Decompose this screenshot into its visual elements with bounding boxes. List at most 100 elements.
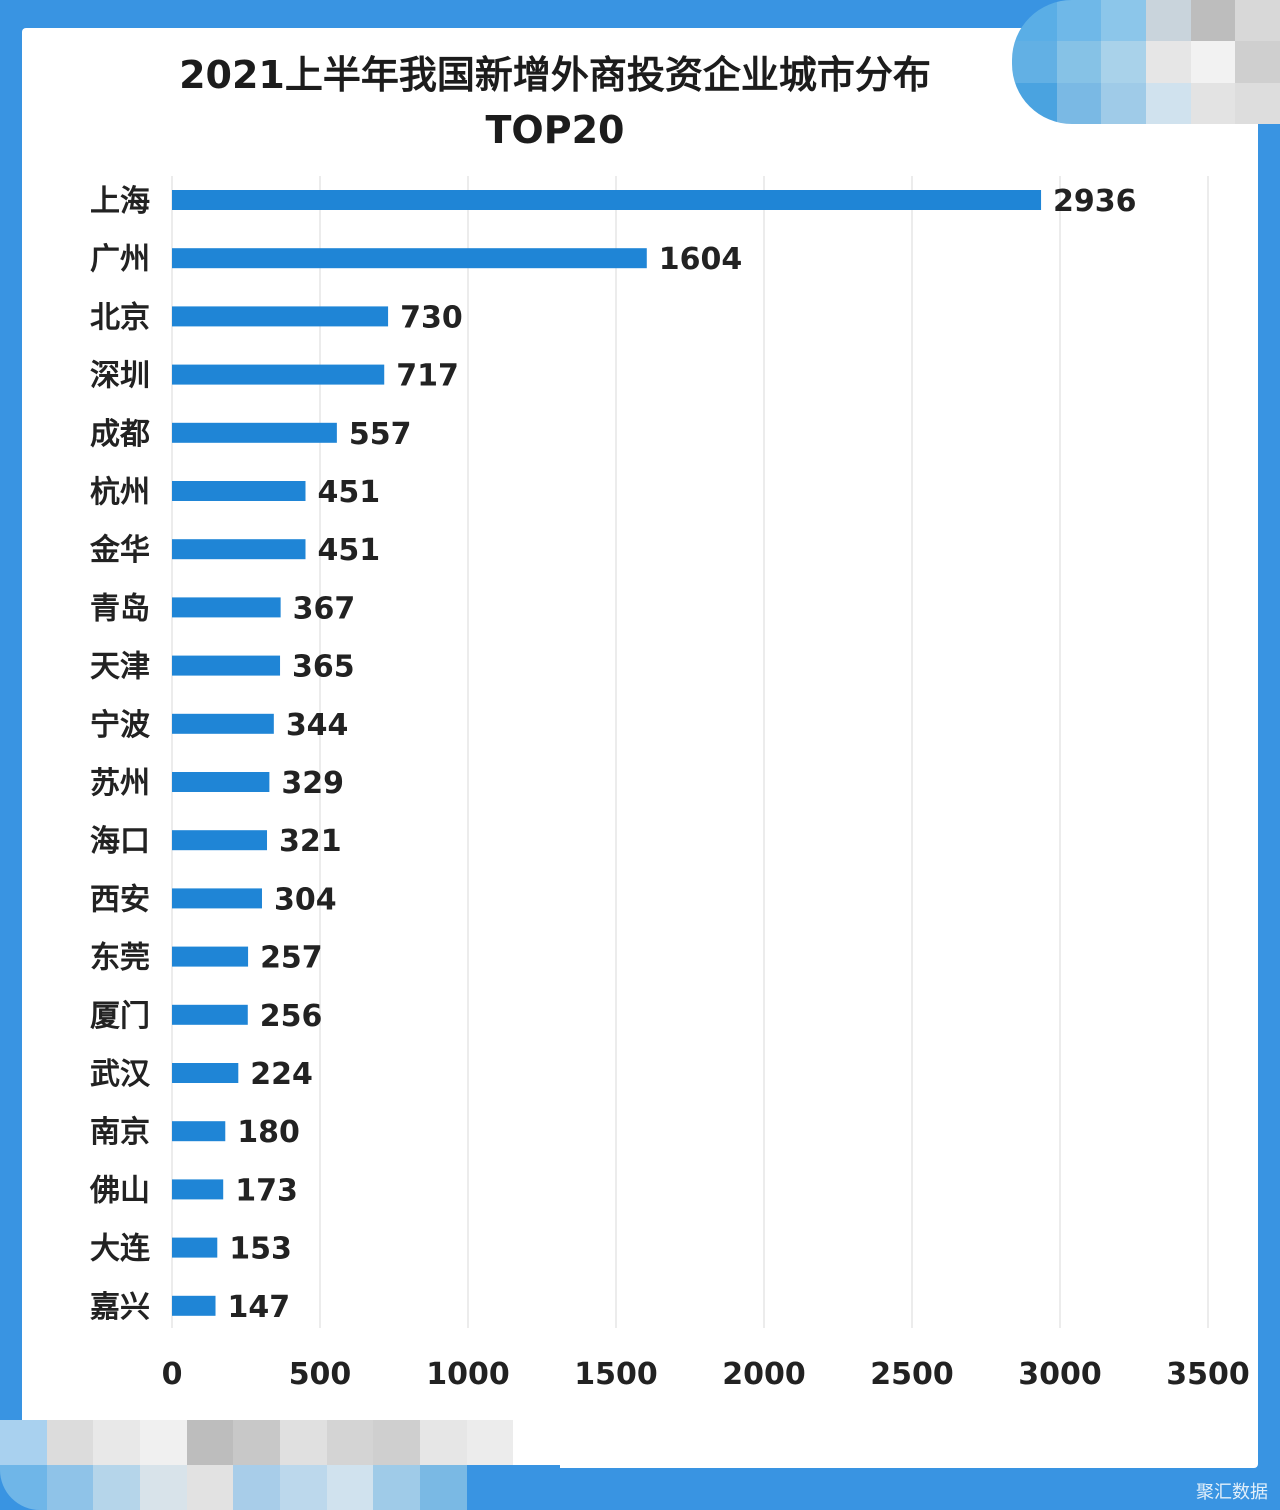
mosaic-cell [1101, 41, 1146, 83]
mosaic-cell [1012, 41, 1057, 83]
mosaic-cell [1056, 82, 1102, 124]
mosaic-cell [373, 1420, 420, 1465]
mosaic-cell [93, 1420, 140, 1465]
mosaic-cell [326, 1465, 374, 1510]
data-label: 256 [260, 999, 323, 1034]
mosaic-cell [1101, 0, 1146, 42]
data-label: 717 [396, 359, 459, 394]
bar [172, 306, 389, 327]
category-label: 西安 [90, 882, 150, 917]
category-label: 南京 [90, 1115, 150, 1150]
mosaic-cell [326, 1420, 374, 1465]
mosaic-cell [513, 1465, 560, 1510]
data-label: 344 [286, 708, 349, 743]
chart-subtitle: TOP20 [486, 108, 625, 152]
x-tick-label: 2500 [870, 1357, 954, 1392]
bar [172, 364, 385, 385]
bar [172, 1004, 248, 1025]
x-tick-label: 3500 [1166, 1357, 1250, 1392]
category-label: 佛山 [89, 1173, 150, 1208]
bar [172, 1121, 226, 1142]
mosaic-cell [280, 1465, 327, 1510]
mosaic-cell [93, 1465, 140, 1510]
category-label: 厦门 [90, 999, 150, 1034]
chart-card: 2021上半年我国新增外商投资企业城市分布 TOP20 上海 2936 广州 1604… [22, 28, 1258, 1468]
category-label: 上海 [90, 184, 150, 219]
x-tick-label: 0 [162, 1357, 183, 1392]
mosaic-cell [0, 1420, 47, 1465]
bar [172, 772, 270, 792]
mosaic-cell [1146, 41, 1191, 83]
mosaic-cell [1101, 82, 1146, 124]
bar [172, 1063, 239, 1083]
data-label: 173 [235, 1173, 298, 1208]
data-label: 153 [229, 1232, 292, 1267]
data-label: 730 [400, 300, 463, 335]
bar [172, 248, 647, 269]
data-label: 257 [260, 941, 323, 976]
x-tick-label: 1500 [574, 1357, 658, 1392]
category-label: 广州 [90, 242, 150, 277]
data-label: 304 [274, 882, 337, 917]
mosaic-cell [1235, 0, 1280, 42]
data-label: 2936 [1053, 184, 1137, 219]
x-tick-label: 3000 [1018, 1357, 1102, 1392]
bar [172, 1295, 216, 1316]
x-tick-label: 1000 [426, 1357, 510, 1392]
mosaic-cell [1056, 41, 1102, 83]
gridlines [171, 176, 1209, 1328]
bar [172, 481, 306, 501]
category-label: 宁波 [90, 708, 151, 743]
mosaic-cell [186, 1465, 234, 1510]
chart-title: 2021上半年我国新增外商投资企业城市分布 [179, 53, 931, 97]
mosaic-cell [140, 1420, 187, 1465]
mosaic-cell [1190, 0, 1236, 42]
mosaic-cell [0, 1465, 47, 1510]
data-label: 451 [317, 475, 380, 510]
data-label: 147 [228, 1290, 291, 1325]
mosaic-cell [1146, 82, 1191, 124]
category-label: 青岛 [90, 591, 150, 626]
mosaic-cell [1012, 0, 1057, 42]
category-label: 杭州 [90, 475, 150, 510]
bar [172, 1237, 218, 1258]
mosaic-cell [186, 1420, 234, 1465]
mosaic-cell [1235, 82, 1280, 124]
mosaic-cell [373, 1465, 420, 1510]
category-label: 天津 [90, 650, 150, 685]
x-axis-ticks: 0 500 1000 1500 2000 2500 3000 3500 [162, 1357, 1250, 1392]
mosaic-cell [46, 1465, 94, 1510]
category-label: 东莞 [90, 941, 150, 976]
mosaic-cell [466, 1420, 514, 1465]
mosaic-cell [420, 1465, 467, 1510]
mosaic-cell [140, 1465, 187, 1510]
data-label: 321 [279, 824, 342, 859]
bar [172, 713, 274, 734]
mosaic-cell [1146, 0, 1191, 42]
data-label: 180 [237, 1115, 300, 1150]
bars [172, 190, 1042, 1316]
data-label: 451 [317, 533, 380, 568]
data-label: 224 [250, 1057, 313, 1092]
bar [172, 190, 1042, 210]
watermark: 聚汇数据 [1196, 1482, 1268, 1503]
bar [172, 1179, 224, 1200]
bar [172, 597, 281, 618]
labels: 上海 2936 广州 1604 北京 730 深圳 717 成都 557 杭州 451 金华 451 青岛 3… [89, 184, 1137, 1325]
data-label: 1604 [659, 242, 743, 277]
mosaic-cell [1056, 0, 1102, 42]
bar-chart: 2021上半年我国新增外商投资企业城市分布 TOP20 上海 2936 广州 1604… [89, 53, 1250, 1392]
x-tick-label: 500 [289, 1357, 352, 1392]
data-label: 365 [292, 650, 355, 685]
mosaic-cell [233, 1465, 280, 1510]
bar [172, 655, 281, 676]
x-tick-label: 2000 [722, 1357, 806, 1392]
mosaic-cell [46, 1420, 94, 1465]
category-label: 金华 [89, 533, 150, 568]
category-label: 武汉 [90, 1057, 151, 1092]
mosaic-cell [466, 1465, 514, 1510]
mosaic-cell [1190, 82, 1236, 124]
data-label: 367 [293, 591, 356, 626]
category-label: 北京 [90, 300, 150, 335]
